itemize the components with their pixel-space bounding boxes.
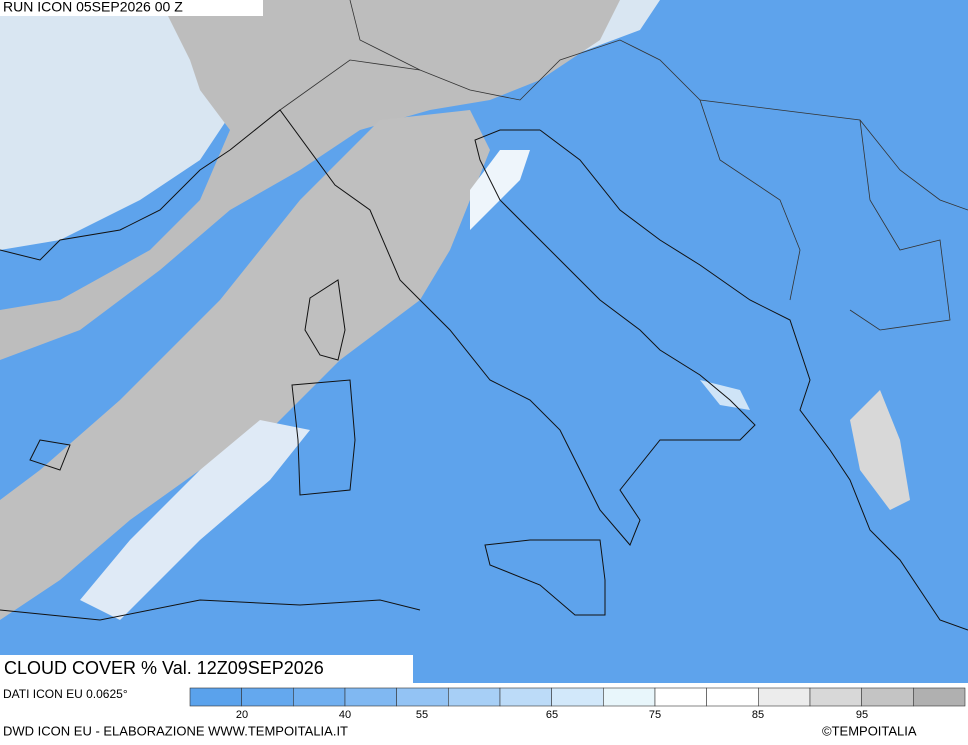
colorbar-swatch (189, 687, 242, 707)
colorbar-tick-label: 85 (752, 709, 764, 721)
map-title: CLOUD COVER % Val. 12Z09SEP2026 (4, 658, 324, 678)
colorbar-swatch (758, 687, 811, 707)
colorbar-tick-label: 40 (339, 709, 351, 721)
run-label: RUN ICON 05SEP2026 00 Z (3, 0, 183, 15)
colorbar-swatch (551, 687, 604, 707)
title-box (0, 655, 413, 683)
colorbar-swatch (241, 687, 294, 707)
colorbar-swatch (344, 687, 397, 707)
colorbar-swatch (448, 687, 501, 707)
colorbar-swatch (913, 687, 966, 707)
colorbar-tick-label: 65 (546, 709, 558, 721)
colorbar-tick-label: 20 (236, 709, 248, 721)
cloud-field (0, 0, 910, 620)
credit: DWD ICON EU - ELABORAZIONE WWW.TEMPOITAL… (3, 723, 348, 738)
colorbar-swatch (809, 687, 862, 707)
brand: ©TEMPOITALIA (822, 723, 917, 738)
colorbar-tick-label: 95 (856, 709, 868, 721)
colorbar: 20 40 55 65 75 85 95 (189, 687, 966, 721)
colorbar-swatch (396, 687, 449, 707)
colorbar-swatch (654, 687, 707, 707)
source-label: DATI ICON EU 0.0625° (3, 687, 128, 701)
colorbar-swatch (603, 687, 656, 707)
coastlines (0, 0, 968, 631)
colorbar-swatch (293, 687, 346, 707)
colorbar-tick-label: 55 (416, 709, 428, 721)
run-box (0, 0, 263, 16)
colorbar-swatch (499, 687, 552, 707)
colorbar-swatch (706, 687, 759, 707)
colorbar-tick-label: 75 (649, 709, 661, 721)
colorbar-swatch (861, 687, 914, 707)
